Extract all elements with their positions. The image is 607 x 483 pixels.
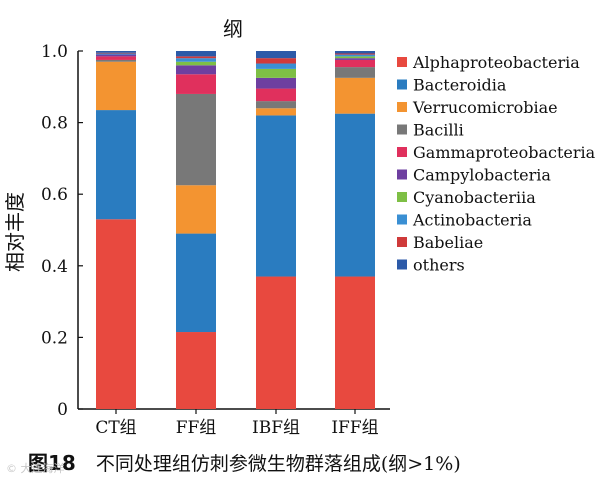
bar-segment: [176, 93, 216, 186]
bar-segment: [335, 58, 375, 60]
bar-segment: [335, 54, 375, 57]
bar-segment: [335, 51, 375, 54]
y-tick-label: 0.4: [41, 257, 68, 277]
bar-segment: [256, 88, 296, 102]
bar-segment: [256, 101, 296, 109]
bar-segment: [176, 58, 216, 62]
y-tick-label: 0: [57, 400, 68, 420]
bar-segment: [256, 58, 296, 64]
bar-segment: [176, 233, 216, 333]
bar-segment: [256, 77, 296, 89]
bar-segment: [256, 51, 296, 59]
x-tick-label: FF组: [176, 418, 217, 438]
bar-segment: [96, 53, 136, 55]
bar-segment: [256, 108, 296, 116]
bar-segment: [96, 219, 136, 409]
bar-segment: [335, 276, 375, 409]
legend-label: Campylobacteria: [413, 166, 551, 185]
legend-label: others: [413, 256, 465, 275]
bar-segment: [335, 113, 375, 277]
y-tick-label: 0.2: [41, 328, 68, 348]
legend-label: Bacteroidia: [413, 76, 507, 95]
legend-label: Gammaproteobacteria: [413, 143, 596, 162]
bar-segment: [335, 53, 375, 55]
chart-title: 纲: [223, 17, 243, 41]
bar-segment: [96, 51, 136, 53]
figure-caption-text: 不同处理组仿刺参微生物群落组成(纲>1%): [95, 453, 461, 475]
bar-segment: [176, 332, 216, 409]
legend-swatch: [397, 147, 407, 157]
x-tick-label: CT组: [95, 418, 136, 438]
bar-segment: [176, 185, 216, 234]
bar-segment: [256, 115, 296, 277]
legend-label: Alphaproteobacteria: [412, 53, 580, 72]
legend-swatch: [397, 57, 407, 67]
legend-swatch: [397, 124, 407, 135]
bar-segment: [335, 77, 375, 114]
bar-segment: [256, 68, 296, 78]
watermark: © 大连海洋: [6, 462, 65, 475]
bar-segment: [176, 74, 216, 94]
bar-segment: [176, 56, 216, 59]
bar-segment: [96, 56, 136, 60]
legend-swatch: [397, 214, 407, 225]
y-axis-label: 相对丰度: [3, 192, 27, 272]
x-tick-label: IFF组: [331, 418, 378, 438]
legend-swatch: [397, 237, 407, 247]
y-tick-label: 1.0: [41, 42, 68, 62]
legend-label: Cyanobacteriia: [413, 188, 536, 207]
legend: Alphaproteobacteria Bacteroidia Verrucomic…: [397, 53, 596, 275]
legend-swatch: [397, 259, 407, 270]
bar-segment: [96, 61, 136, 111]
legend-swatch: [397, 169, 407, 180]
bar-segment: [176, 65, 216, 75]
bar-segment: [176, 51, 216, 57]
legend-swatch: [397, 102, 407, 112]
figure-caption: 图18 不同处理组仿刺参微生物群落组成(纲>1%): [28, 447, 588, 475]
bar-segment: [335, 56, 375, 59]
legend-label: Bacilli: [413, 121, 464, 140]
bar-segment: [256, 276, 296, 409]
bar-segment: [96, 54, 136, 57]
x-tick-label: IBF组: [252, 418, 300, 438]
legend-label: Verrucomicrobiae: [412, 98, 558, 117]
bar-segment: [176, 61, 216, 66]
bar-segment: [335, 59, 375, 68]
plot-area: 0 0.2 0.4 0.6 0.8 1.0 CT组 FF组 IBF组 IFF组: [41, 42, 390, 438]
bar-segment: [96, 110, 136, 220]
legend-swatch: [397, 79, 407, 90]
y-tick-label: 0.6: [41, 185, 68, 205]
legend-label: Actinobacteria: [412, 211, 532, 230]
bar-segment: [96, 59, 136, 62]
figure-number: 图18: [28, 451, 76, 475]
bar-segment: [335, 67, 375, 78]
y-tick-label: 0.8: [41, 114, 68, 134]
legend-swatch: [397, 192, 407, 202]
bar-segment: [256, 63, 296, 69]
bar-segment: [96, 52, 136, 54]
legend-label: Babeliae: [413, 233, 483, 252]
